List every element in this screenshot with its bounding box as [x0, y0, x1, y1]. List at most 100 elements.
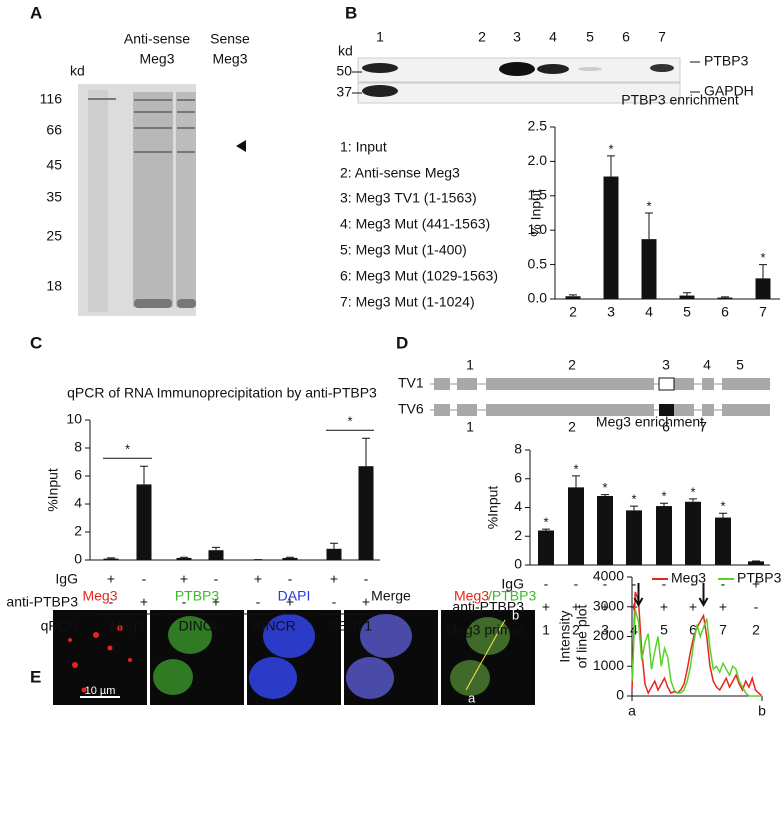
transcript-label: TV1 [398, 375, 424, 391]
table-cell: - [662, 576, 667, 592]
row-label: IgG [501, 576, 524, 592]
table-cell: + [107, 571, 115, 587]
table-cell: Meg3 [110, 618, 145, 634]
bar [603, 176, 619, 299]
y-tick-label: 4 [74, 495, 82, 511]
y-tick-label: 2 [514, 527, 522, 543]
table-cell: - [182, 594, 187, 610]
primer-label: 5 [736, 357, 744, 373]
image-label: PTBP3 [175, 588, 220, 604]
legend-label: PTBP3 [737, 570, 782, 586]
line-end-label: a [468, 690, 476, 705]
y-tick-label: 0 [514, 556, 522, 572]
primer-label: 1 [466, 419, 474, 435]
lane-number: 5 [586, 29, 594, 45]
table-cell: 2 [572, 622, 580, 638]
kd-label: kd [338, 43, 353, 59]
error-bar [140, 465, 148, 485]
table-cell: - [288, 571, 293, 587]
x-tick-label: 2 [569, 304, 577, 320]
table-cell: - [603, 576, 608, 592]
y-tick-label: 4000 [593, 568, 624, 584]
gel [78, 84, 196, 316]
row-label: Meg3 primer [445, 622, 524, 638]
table-cell: - [691, 576, 696, 592]
bar [715, 517, 731, 565]
x-tick-label: 4 [645, 304, 653, 320]
error-bar [180, 556, 188, 558]
bar [656, 506, 672, 565]
row-label: anti-PTBP3 [6, 594, 78, 610]
chart-title: qPCR of RNA Immunoprecipitation by anti-… [67, 385, 377, 401]
bar [626, 510, 642, 565]
y-tick-label: 10 [66, 411, 82, 427]
panel-letter: E [30, 667, 41, 686]
row-label: IgG [55, 571, 78, 587]
error-bar [660, 502, 668, 507]
table-cell: + [542, 599, 550, 615]
arrow [633, 583, 644, 608]
transcript-label: TV6 [398, 401, 424, 417]
y-tick-label: 3000 [593, 597, 624, 613]
blot [352, 57, 700, 104]
y-tick-label: 2.5 [528, 118, 548, 134]
error-bar [569, 294, 577, 297]
bar [679, 295, 695, 299]
primer-label: 2 [568, 419, 576, 435]
y-tick-label: 6 [74, 467, 82, 483]
significance: * [661, 489, 666, 504]
table-cell: - [754, 599, 759, 615]
key-item: 4: Meg3 Mut (441-1563) [340, 216, 490, 232]
image-label: DAPI [278, 588, 311, 604]
row-label: anti-PTBP3 [452, 599, 524, 615]
x-tick-label: 3 [607, 304, 615, 320]
table-cell: - [109, 594, 114, 610]
lane-label: Anti-sense [124, 31, 190, 47]
significance: * [608, 141, 613, 156]
table-cell: - [544, 576, 549, 592]
significance: * [543, 515, 548, 530]
lane-number: 7 [658, 29, 666, 45]
significance: * [602, 480, 607, 495]
error-bar [630, 505, 638, 511]
y-tick-label: 0.0 [528, 290, 548, 306]
bar [641, 239, 657, 299]
significance: * [646, 198, 651, 213]
lane-label: Meg3 [212, 51, 247, 67]
y-axis-label: % Input [528, 189, 544, 237]
key-item: 6: Meg3 Mut (1029-1563) [340, 268, 498, 284]
lane-number: 6 [622, 29, 630, 45]
y-tick-label: 2 [74, 523, 82, 539]
table-cell: - [332, 594, 337, 610]
error-bar [330, 542, 338, 549]
primer-label: 3 [662, 357, 670, 373]
error-bar [212, 546, 220, 551]
lane-number: 3 [513, 29, 521, 45]
significance: * [631, 492, 636, 507]
image-label: /PTBP3 [488, 588, 536, 604]
marker: 35 [46, 189, 62, 205]
marker: 25 [46, 228, 62, 244]
key-item: 5: Meg3 Mut (1-400) [340, 242, 467, 258]
table-cell: + [719, 599, 727, 615]
y-axis-label: Intensity [557, 610, 573, 662]
table-cell: - [721, 576, 726, 592]
error-bar [683, 292, 691, 296]
y-tick-label: 2000 [593, 627, 624, 643]
arrow [698, 583, 709, 608]
table-cell: + [140, 594, 148, 610]
x-tick-label: a [628, 703, 636, 719]
image-label: Meg3 [454, 588, 489, 604]
error-bar [607, 155, 615, 177]
y-axis-label: of line plot [574, 604, 590, 668]
scale-bar-label: 10 µm [85, 685, 116, 697]
lane-label: Sense [210, 31, 250, 47]
table-cell: + [601, 599, 609, 615]
bar [326, 548, 342, 560]
primer-label: 4 [703, 357, 711, 373]
table-cell: + [752, 576, 760, 592]
micrographs [53, 610, 535, 705]
table-cell: PINCR [252, 618, 296, 634]
error-bar [362, 437, 370, 467]
legend-label: Meg3 [671, 570, 706, 586]
